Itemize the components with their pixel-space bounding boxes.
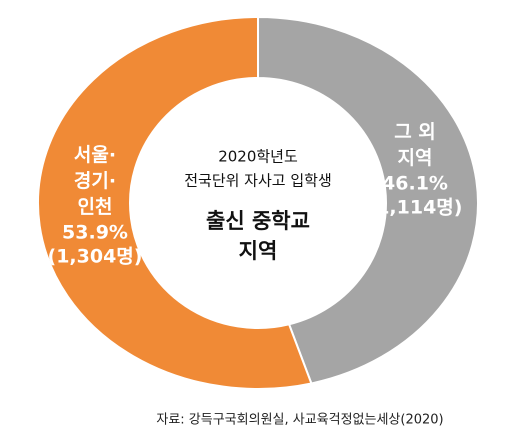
- value-label: 46.1%: [382, 173, 448, 195]
- center-title: 출신 중학교: [206, 209, 310, 233]
- category-label: 그 외 지역: [394, 121, 436, 169]
- donut-segment: [37, 15, 313, 390]
- center-text: 2020학년도: [218, 148, 298, 166]
- value-label: 53.9%: [62, 222, 128, 244]
- source: 자료: 강득구국회의원실, 사교육걱정없는세상(2020): [156, 413, 443, 428]
- center-title: 지역: [239, 239, 278, 263]
- donut-segment: [257, 15, 479, 385]
- center-text: 전국단위 자사고 입학생: [184, 172, 332, 190]
- count-label: (1,304명): [48, 246, 143, 268]
- category-label: 서울· 경기· 인천: [74, 144, 116, 218]
- count-label: (1,114명): [368, 197, 463, 219]
